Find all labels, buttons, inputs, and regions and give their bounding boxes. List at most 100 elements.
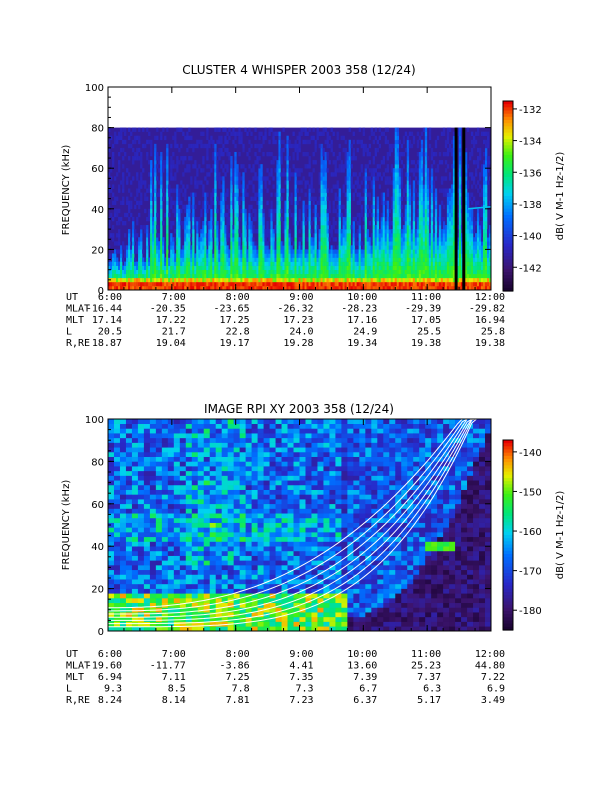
spectrogram-cell — [372, 261, 375, 266]
spectrogram-cell — [232, 237, 235, 242]
spectrogram-cell — [206, 180, 209, 185]
spectrogram-cell — [384, 281, 388, 287]
spectrogram-cell — [178, 241, 181, 246]
spectrogram-cell — [394, 151, 398, 157]
spectrogram-cell — [486, 139, 490, 145]
spectrogram-cell — [354, 265, 357, 270]
spectrogram-cell — [456, 200, 460, 206]
spectrogram-cell — [384, 176, 388, 181]
spectrogram-cell — [312, 168, 315, 173]
spectrogram-cell — [292, 269, 295, 275]
spectrogram-cell — [426, 285, 430, 291]
spectrogram-cell — [326, 241, 329, 246]
spectrogram-cell — [186, 212, 189, 218]
spectrogram-cell — [334, 237, 337, 242]
spectrogram-cell — [334, 253, 337, 258]
spectrogram-cell — [148, 188, 151, 193]
spectrogram-cell — [406, 176, 410, 181]
spectrogram-cell — [234, 176, 237, 181]
spectrogram-cell — [324, 127, 327, 132]
spectrogram-cell — [178, 233, 181, 238]
spectrogram-cell — [170, 176, 173, 181]
spectrogram-cell — [350, 156, 353, 161]
spectrogram-cell — [488, 200, 492, 206]
spectrogram-cell — [248, 277, 251, 283]
spectrogram-cell — [166, 237, 169, 242]
spectrogram-cell — [214, 204, 217, 210]
spectrogram-cell — [188, 196, 191, 201]
spectrogram-cell — [484, 164, 488, 169]
spectrogram-cell — [140, 225, 143, 230]
spectrogram-cell — [116, 249, 119, 254]
spectrogram-cell — [234, 204, 237, 210]
spectrogram-cell — [458, 269, 462, 275]
spectrogram-cell — [304, 249, 307, 254]
spectrogram-cell — [230, 200, 233, 206]
spectrogram-cell — [108, 184, 111, 189]
spectrogram-cell — [380, 131, 384, 137]
spectrogram-cell — [330, 277, 333, 283]
spectrogram-cell — [418, 269, 422, 275]
spectrogram-cell — [208, 253, 211, 258]
spectrogram-cell — [226, 281, 229, 287]
spectrogram-cell — [346, 216, 349, 222]
spectrogram-cell — [382, 131, 386, 137]
spectrogram-cell — [360, 139, 363, 145]
spectrogram-cell — [166, 261, 169, 266]
spectrogram-cell — [152, 172, 155, 177]
spectrogram-cell — [342, 204, 345, 210]
spectrogram-cell — [254, 241, 257, 246]
spectrogram-cell — [376, 241, 380, 246]
spectrogram-cell — [466, 184, 470, 189]
spectrogram-cell — [420, 265, 424, 270]
spectrogram-cell — [218, 277, 221, 283]
spectrogram-cell — [422, 265, 426, 270]
spectrogram-cell — [372, 208, 375, 214]
spectrogram-cell — [424, 216, 428, 222]
spectrogram-cell — [384, 273, 388, 279]
spectrogram-cell — [394, 253, 398, 258]
spectrogram-cell — [342, 273, 345, 279]
spectrogram-cell — [424, 245, 428, 250]
spectrogram-cell — [324, 164, 327, 169]
spectrogram-cell — [202, 156, 205, 161]
spectrogram-cell — [406, 237, 410, 242]
spectrogram-cell — [198, 241, 201, 246]
spectrogram-cell — [214, 127, 217, 132]
spectrogram-cell — [260, 253, 263, 258]
spectrogram-cell — [120, 249, 123, 254]
spectrogram-cell — [420, 147, 424, 153]
spectrogram-cell — [234, 200, 237, 206]
spectrogram-cell — [392, 212, 396, 218]
spectrogram-cell — [402, 245, 406, 250]
spectrogram-cell — [270, 285, 273, 291]
spectrogram-cell — [352, 281, 355, 287]
spectrogram-cell — [158, 277, 161, 283]
spectrogram-cell — [262, 233, 265, 238]
spectrogram-cell — [286, 233, 289, 238]
spectrogram-cell — [184, 156, 187, 161]
spectrogram-cell — [460, 208, 464, 214]
spectrogram-cell — [272, 265, 275, 270]
spectrogram-cell — [388, 257, 392, 262]
spectrogram-cell — [358, 237, 361, 242]
spectrogram-cell — [382, 225, 386, 230]
spectrogram-cell — [254, 229, 257, 234]
spectrogram-cell — [150, 151, 153, 157]
spectrogram-cell — [438, 188, 442, 193]
spectrogram-cell — [184, 204, 187, 210]
spectrogram-cell — [192, 212, 195, 218]
spectrogram-cell — [210, 233, 213, 238]
spectrogram-cell — [356, 261, 359, 266]
spectrogram-cell — [426, 184, 430, 189]
spectrogram-cell — [222, 249, 225, 254]
spectrogram-cell — [378, 229, 382, 234]
spectrogram-cell — [470, 225, 474, 230]
spectrogram-cell — [382, 237, 386, 242]
spectrogram-cell — [416, 237, 420, 242]
spectrogram-cell — [482, 212, 486, 218]
spectrogram-cell — [138, 277, 141, 283]
spectrogram-cell — [178, 237, 181, 242]
spectrogram-cell — [326, 188, 329, 193]
spectrogram-cell — [366, 212, 369, 218]
